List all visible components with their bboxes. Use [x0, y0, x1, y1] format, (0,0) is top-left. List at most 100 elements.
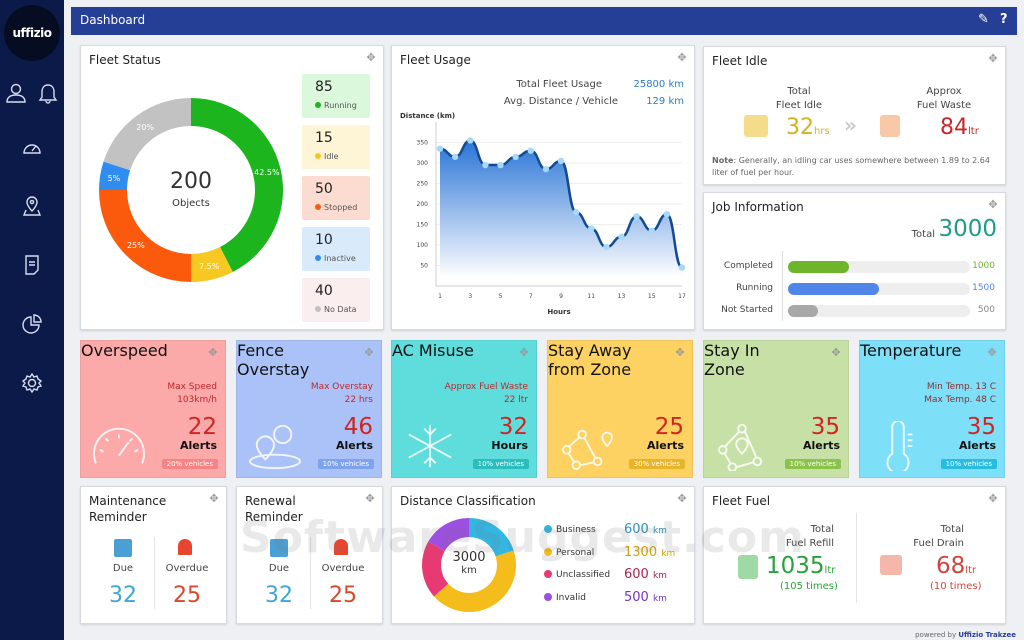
vehicles-badge[interactable]: 10% vehicles [472, 459, 529, 469]
alert-value: 46 [343, 414, 373, 440]
job-row-value: 1000 [972, 261, 995, 271]
data-point[interactable] [603, 243, 610, 251]
move-handle-icon[interactable]: ✥ [988, 52, 998, 65]
vehicles-badge[interactable]: 10% vehicles [784, 459, 841, 469]
legend-value: 600 [624, 522, 649, 537]
donut-slice-stopped[interactable] [99, 190, 191, 282]
data-point[interactable] [572, 209, 580, 216]
data-point[interactable] [542, 165, 550, 173]
move-handle-icon[interactable]: ✥ [209, 492, 219, 505]
legend-item[interactable]: Business [544, 525, 664, 535]
move-handle-icon[interactable]: ✥ [365, 492, 375, 505]
move-handle-icon[interactable]: ✥ [366, 51, 376, 64]
map-pin-icon[interactable] [21, 195, 43, 217]
waste-unit: ltr [968, 126, 979, 137]
reminder-card-1: Renewal Reminder ✥ Due Overdue 32 25 [236, 486, 383, 624]
donut-slice-inactive[interactable] [99, 161, 131, 190]
waste-label-line1: Approx [926, 86, 962, 97]
donut-slice-running[interactable] [191, 98, 283, 272]
vehicles-badge[interactable]: 10% vehicles [317, 459, 374, 469]
alert-card-stay-away-from-zone[interactable]: Stay Away from Zone ✥ 25 Alerts 30% vehi… [547, 340, 693, 478]
donut-label: 5% [108, 174, 121, 183]
vehicles-badge[interactable]: 30% vehicles [628, 459, 685, 469]
alert-card-temperature[interactable]: Temperature ✥ Min Temp. 13 C Max Temp. 48… [859, 340, 1005, 478]
legend-item[interactable]: Personal [544, 547, 664, 558]
document-icon[interactable] [21, 254, 43, 276]
data-point[interactable] [633, 213, 640, 220]
data-point[interactable] [678, 264, 686, 271]
status-count: 10 [315, 232, 333, 248]
job-progress-bar [788, 305, 970, 317]
y-tick-label: 350 [417, 140, 429, 147]
vehicles-badge[interactable]: 20% vehicles [161, 459, 218, 469]
data-point[interactable] [482, 161, 489, 169]
due-label: Due [112, 563, 134, 574]
move-handle-icon[interactable]: ✥ [988, 198, 998, 211]
donut-slice-idle[interactable] [191, 247, 233, 282]
status-box-stopped[interactable]: 50 Stopped [302, 176, 370, 220]
alert-card-overspeed[interactable]: Overspeed ✥ Max Speed 103km/h 22 Alerts 2… [80, 340, 226, 478]
donut-slice-personal[interactable] [434, 550, 516, 612]
status-label: Inactive [324, 254, 356, 263]
refill-label-line2: Fuel Refill [785, 538, 834, 549]
move-handle-icon[interactable]: ✥ [675, 346, 685, 359]
data-point[interactable] [467, 137, 474, 144]
data-point[interactable] [588, 225, 595, 232]
move-handle-icon[interactable]: ✥ [677, 51, 687, 64]
donut-slice-unclassified[interactable] [422, 541, 449, 597]
data-point[interactable] [557, 157, 565, 165]
alert-card-ac-misuse[interactable]: AC Misuse ✥ Approx Fuel Waste 22 ltr 32 H… [391, 340, 537, 478]
status-label: Running [324, 101, 357, 110]
gear-icon[interactable] [21, 372, 43, 394]
status-box-running[interactable]: 85 Running [302, 74, 370, 118]
user-icon[interactable] [5, 82, 27, 104]
move-handle-icon[interactable]: ✥ [987, 346, 997, 359]
pie-chart-icon[interactable] [21, 313, 43, 335]
donut-slice-business[interactable] [469, 518, 514, 557]
status-box-idle[interactable]: 15 Idle [302, 125, 370, 169]
due-value[interactable]: 32 [109, 583, 137, 608]
data-point[interactable] [618, 233, 625, 240]
legend-item[interactable]: Invalid [544, 592, 664, 603]
speedometer-icon[interactable] [21, 136, 43, 158]
help-button[interactable]: ? [1000, 12, 1008, 27]
alarm-siren-icon [334, 539, 348, 555]
data-point[interactable] [436, 145, 444, 152]
y-tick-label: 250 [417, 181, 429, 188]
legend-value: 500 [624, 589, 649, 605]
data-point[interactable] [663, 211, 671, 218]
bell-icon[interactable] [37, 82, 59, 104]
alert-unit: Hours [491, 439, 528, 452]
data-point[interactable] [451, 153, 459, 161]
move-handle-icon[interactable]: ✥ [364, 346, 374, 359]
move-handle-icon[interactable]: ✥ [519, 346, 529, 359]
data-point[interactable] [527, 147, 534, 154]
move-handle-icon[interactable]: ✥ [831, 346, 841, 359]
move-handle-icon[interactable]: ✥ [988, 492, 998, 505]
logo[interactable]: uffizio [4, 5, 60, 61]
donut-slice-no-data[interactable] [103, 98, 191, 171]
overdue-value[interactable]: 25 [173, 583, 201, 608]
data-point[interactable] [512, 153, 519, 161]
move-handle-icon[interactable]: ✥ [208, 346, 218, 359]
status-box-no-data[interactable]: 40 No Data [302, 278, 370, 322]
pencil-icon[interactable]: ✎ [978, 12, 989, 27]
idle-label-line2: Fleet Idle [775, 100, 823, 111]
donut-slice-invalid[interactable] [428, 518, 469, 551]
data-point[interactable] [497, 161, 504, 169]
vehicles-badge[interactable]: 10% vehicles [940, 459, 997, 469]
x-axis-label: Hours [547, 308, 570, 316]
alert-card-stay-in-zone[interactable]: Stay In Zone ✥ 35 Alerts 10% vehicles [703, 340, 849, 478]
overdue-value[interactable]: 25 [329, 583, 357, 608]
legend-item[interactable]: Unclassified [544, 570, 664, 580]
card-title: Fence Overstay [237, 341, 310, 379]
due-value[interactable]: 32 [265, 583, 293, 608]
status-box-inactive[interactable]: 10 Inactive [302, 227, 370, 271]
job-row-value: 500 [977, 305, 995, 315]
move-handle-icon[interactable]: ✥ [677, 492, 687, 505]
alert-card-fence-overstay[interactable]: Fence Overstay ✥ Max Overstay 22 hrs 46 A… [236, 340, 382, 478]
distance-donut [422, 518, 516, 612]
card-title: Renewal Reminder [245, 494, 303, 524]
data-point[interactable] [648, 227, 655, 234]
